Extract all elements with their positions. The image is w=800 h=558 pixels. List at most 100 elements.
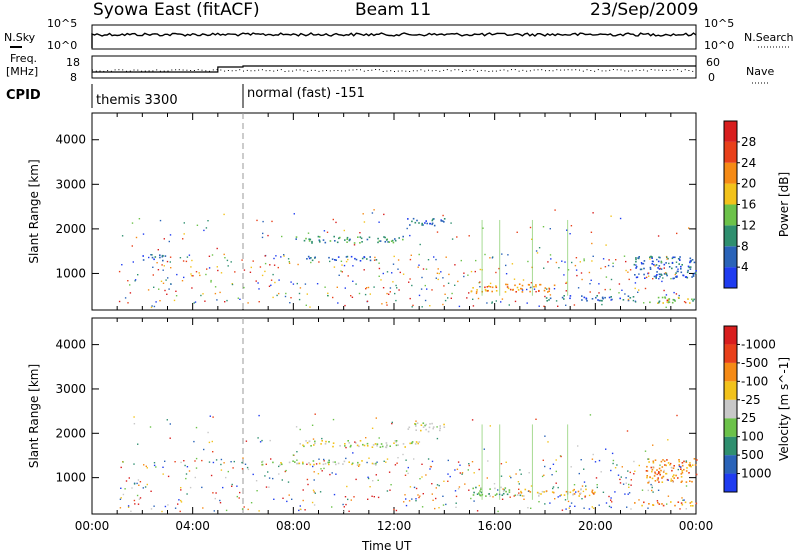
- range-gate-cell: [389, 445, 391, 447]
- range-gate-cell: [153, 464, 156, 467]
- range-gate-cell: [447, 480, 449, 482]
- range-gate-cell: [688, 465, 691, 467]
- range-gate-cell: [420, 429, 422, 432]
- range-gate-cell: [508, 304, 510, 306]
- range-gate-cell: [223, 253, 225, 256]
- range-gate-cell: [255, 480, 258, 482]
- range-gate-cell: [216, 299, 218, 301]
- range-gate-cell: [424, 222, 426, 224]
- range-gate-cell: [238, 497, 240, 499]
- nave-dot: [688, 70, 690, 71]
- nave-dot: [114, 69, 116, 71]
- range-gate-cell: [343, 264, 346, 267]
- range-gate-cell: [573, 493, 576, 495]
- range-gate-cell: [222, 486, 224, 489]
- range-gate-cell: [589, 414, 592, 416]
- range-gate-cell: [484, 288, 487, 291]
- range-gate-cell: [202, 507, 204, 509]
- range-gate-cell: [299, 508, 302, 510]
- range-gate-cell: [337, 302, 339, 304]
- range-gate-cell: [509, 288, 512, 291]
- range-gate-cell: [427, 430, 430, 433]
- range-gate-cell: [256, 490, 258, 492]
- range-gate-cell: [345, 260, 348, 263]
- range-gate-cell: [243, 269, 246, 271]
- range-gate-cell: [501, 494, 504, 496]
- range-gate-cell: [447, 459, 449, 462]
- range-gate-cell: [217, 269, 219, 272]
- range-gate-cell: [429, 465, 432, 468]
- range-gate-cell: [133, 483, 136, 485]
- range-gate-cell: [624, 493, 626, 495]
- nave-dot: [503, 69, 505, 71]
- range-gate-cell: [398, 237, 400, 239]
- range-gate-cell: [379, 240, 382, 242]
- range-gate-cell: [459, 464, 461, 466]
- range-gate-cell: [530, 485, 533, 487]
- range-gate-cell: [489, 286, 492, 288]
- range-gate-cell: [323, 230, 326, 232]
- nave-dot: [386, 70, 388, 72]
- range-gate-cell: [262, 232, 264, 235]
- y-tick-label: 3000: [55, 382, 86, 396]
- range-gate-cell: [278, 279, 280, 281]
- nsearch-label: N.Search: [744, 31, 794, 44]
- range-gate-cell: [298, 292, 301, 295]
- range-gate-cell: [308, 257, 311, 260]
- range-gate-cell: [652, 461, 655, 464]
- range-gate-cell: [569, 233, 571, 235]
- nave-dot: [631, 70, 633, 72]
- range-gate-cell: [629, 471, 631, 474]
- range-gate-cell: [394, 239, 397, 242]
- nave-dot: [307, 70, 309, 72]
- range-gate-cell: [476, 510, 479, 512]
- range-gate-cell: [226, 299, 228, 302]
- range-gate-cell: [355, 258, 358, 261]
- range-gate-cell: [491, 301, 493, 303]
- range-gate-cell: [386, 458, 389, 460]
- range-gate-cell: [616, 464, 618, 466]
- range-gate-cell: [133, 499, 136, 502]
- plot-frame: [91, 317, 697, 515]
- range-gate-cell: [455, 495, 458, 498]
- range-gate-cell: [395, 440, 398, 442]
- range-gate-cell: [440, 220, 443, 222]
- range-gate-cell: [319, 491, 322, 493]
- range-gate-cell: [157, 249, 159, 251]
- range-gate-cell: [377, 479, 379, 481]
- nave-dot: [635, 69, 637, 71]
- range-gate-cell: [195, 467, 198, 469]
- range-gate-cell: [431, 483, 433, 485]
- range-gate-cell: [355, 478, 357, 481]
- range-gate-cell: [523, 495, 525, 497]
- range-gate-cell: [517, 494, 519, 496]
- range-gate-cell: [288, 261, 290, 263]
- range-gate-cell: [693, 272, 696, 275]
- nave-dot: [439, 70, 441, 72]
- range-gate-cell: [344, 496, 347, 498]
- range-gate-cell: [431, 422, 433, 425]
- range-gate-cell: [655, 275, 657, 277]
- range-gate-cell: [437, 268, 439, 270]
- range-gate-cell: [670, 478, 672, 480]
- range-gate-cell: [652, 466, 654, 468]
- range-gate-cell: [138, 484, 140, 486]
- range-gate-cell: [296, 459, 298, 461]
- range-gate-cell: [313, 479, 315, 481]
- range-gate-cell: [353, 242, 356, 244]
- range-gate-cell: [540, 493, 542, 495]
- colorbar-tick-label: -25: [741, 393, 761, 407]
- range-gate-cell: [592, 212, 594, 214]
- range-gate-cell: [361, 257, 364, 260]
- range-gate-cell: [332, 418, 335, 421]
- range-gate-cell: [448, 273, 450, 276]
- range-gate-cell: [378, 275, 380, 277]
- range-gate-cell: [535, 418, 537, 420]
- range-gate-cell: [488, 285, 490, 287]
- range-gate-cell: [375, 464, 377, 466]
- range-gate-cell: [324, 241, 327, 244]
- range-gate-cell: [508, 491, 511, 493]
- range-gate-cell: [413, 486, 416, 489]
- range-gate-cell: [422, 422, 425, 424]
- range-gate-cell: [162, 259, 164, 262]
